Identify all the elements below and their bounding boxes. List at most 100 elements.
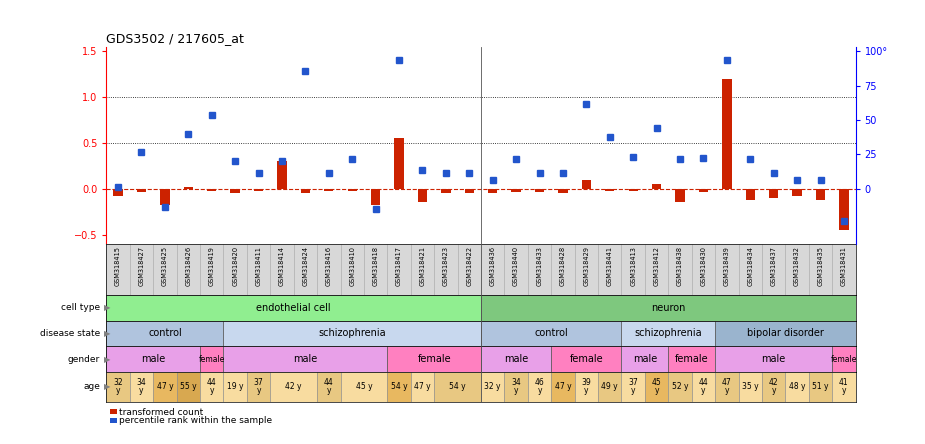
Text: GSM318427: GSM318427: [139, 246, 144, 286]
Bar: [106, 346, 200, 372]
Bar: [785, 244, 808, 295]
Text: GSM318422: GSM318422: [466, 246, 473, 286]
Bar: [200, 346, 224, 372]
Text: female: female: [417, 354, 451, 364]
Bar: [177, 372, 200, 402]
Text: neuron: neuron: [651, 303, 685, 313]
Bar: [137, 189, 146, 192]
Bar: [551, 372, 574, 402]
Text: GSM318433: GSM318433: [536, 246, 543, 286]
Text: GSM318434: GSM318434: [747, 246, 753, 286]
Bar: [816, 189, 825, 200]
Text: male: male: [761, 354, 786, 364]
Text: male: male: [633, 354, 657, 364]
Bar: [106, 372, 130, 402]
Bar: [247, 244, 270, 295]
Bar: [652, 184, 661, 189]
Bar: [839, 189, 848, 230]
Text: disease state: disease state: [40, 329, 100, 338]
Text: 34
y: 34 y: [512, 378, 521, 395]
Text: 55 y: 55 y: [180, 382, 197, 391]
Bar: [488, 189, 498, 193]
Bar: [715, 244, 738, 295]
Bar: [668, 244, 692, 295]
Bar: [832, 244, 856, 295]
Text: schizophrenia: schizophrenia: [318, 329, 386, 338]
Bar: [762, 244, 785, 295]
Bar: [645, 372, 668, 402]
Bar: [441, 189, 450, 193]
Bar: [106, 321, 224, 346]
Text: 47
y: 47 y: [722, 378, 732, 395]
Bar: [808, 372, 833, 402]
Text: 47 y: 47 y: [414, 382, 431, 391]
Bar: [411, 372, 434, 402]
Bar: [715, 346, 832, 372]
Text: 48 y: 48 y: [789, 382, 806, 391]
Text: 52 y: 52 y: [672, 382, 688, 391]
Bar: [808, 244, 833, 295]
Bar: [106, 244, 130, 295]
Text: 44
y: 44 y: [698, 378, 709, 395]
Text: GSM318439: GSM318439: [724, 246, 730, 286]
Bar: [114, 189, 123, 196]
Text: 49 y: 49 y: [601, 382, 618, 391]
Bar: [200, 244, 224, 295]
Text: GSM318419: GSM318419: [209, 246, 215, 286]
Bar: [481, 346, 551, 372]
Bar: [645, 244, 668, 295]
Text: GSM318426: GSM318426: [185, 246, 191, 286]
Bar: [769, 189, 778, 198]
Bar: [668, 372, 692, 402]
Text: 45
y: 45 y: [652, 378, 661, 395]
Bar: [551, 346, 622, 372]
Text: GSM318416: GSM318416: [326, 246, 332, 286]
Bar: [177, 244, 200, 295]
Bar: [371, 189, 380, 205]
Bar: [388, 346, 481, 372]
Text: GSM318413: GSM318413: [630, 246, 636, 286]
Bar: [411, 244, 434, 295]
Bar: [598, 372, 622, 402]
Text: 47 y: 47 y: [156, 382, 173, 391]
Bar: [793, 189, 802, 196]
Bar: [832, 372, 856, 402]
Bar: [551, 244, 574, 295]
Bar: [270, 372, 317, 402]
Text: control: control: [148, 329, 182, 338]
Bar: [388, 244, 411, 295]
Bar: [762, 372, 785, 402]
Bar: [668, 346, 715, 372]
Bar: [628, 189, 638, 191]
Bar: [504, 372, 528, 402]
Bar: [738, 244, 762, 295]
Text: 39
y: 39 y: [582, 378, 591, 395]
Bar: [582, 179, 591, 189]
Bar: [692, 244, 715, 295]
Text: 41
y: 41 y: [839, 378, 849, 395]
Text: age: age: [83, 382, 100, 391]
Text: 45 y: 45 y: [355, 382, 372, 391]
Bar: [106, 295, 481, 321]
Text: GSM318435: GSM318435: [818, 246, 823, 286]
Text: 32
y: 32 y: [113, 378, 123, 395]
Bar: [278, 161, 287, 189]
Text: female: female: [675, 354, 709, 364]
Text: 42
y: 42 y: [769, 378, 779, 395]
Text: GSM318424: GSM318424: [302, 246, 308, 286]
Text: 35 y: 35 y: [742, 382, 758, 391]
Text: GSM318430: GSM318430: [700, 246, 707, 286]
Bar: [622, 321, 715, 346]
Text: 34
y: 34 y: [137, 378, 146, 395]
Text: GSM318440: GSM318440: [513, 246, 519, 286]
Text: 46
y: 46 y: [535, 378, 545, 395]
Bar: [528, 244, 551, 295]
Text: GSM318436: GSM318436: [489, 246, 496, 286]
Text: GDS3502 / 217605_at: GDS3502 / 217605_at: [106, 32, 244, 45]
Bar: [184, 187, 193, 189]
Bar: [574, 372, 598, 402]
Bar: [675, 189, 684, 202]
Text: GSM318415: GSM318415: [115, 246, 121, 286]
Bar: [458, 244, 481, 295]
Bar: [715, 372, 738, 402]
